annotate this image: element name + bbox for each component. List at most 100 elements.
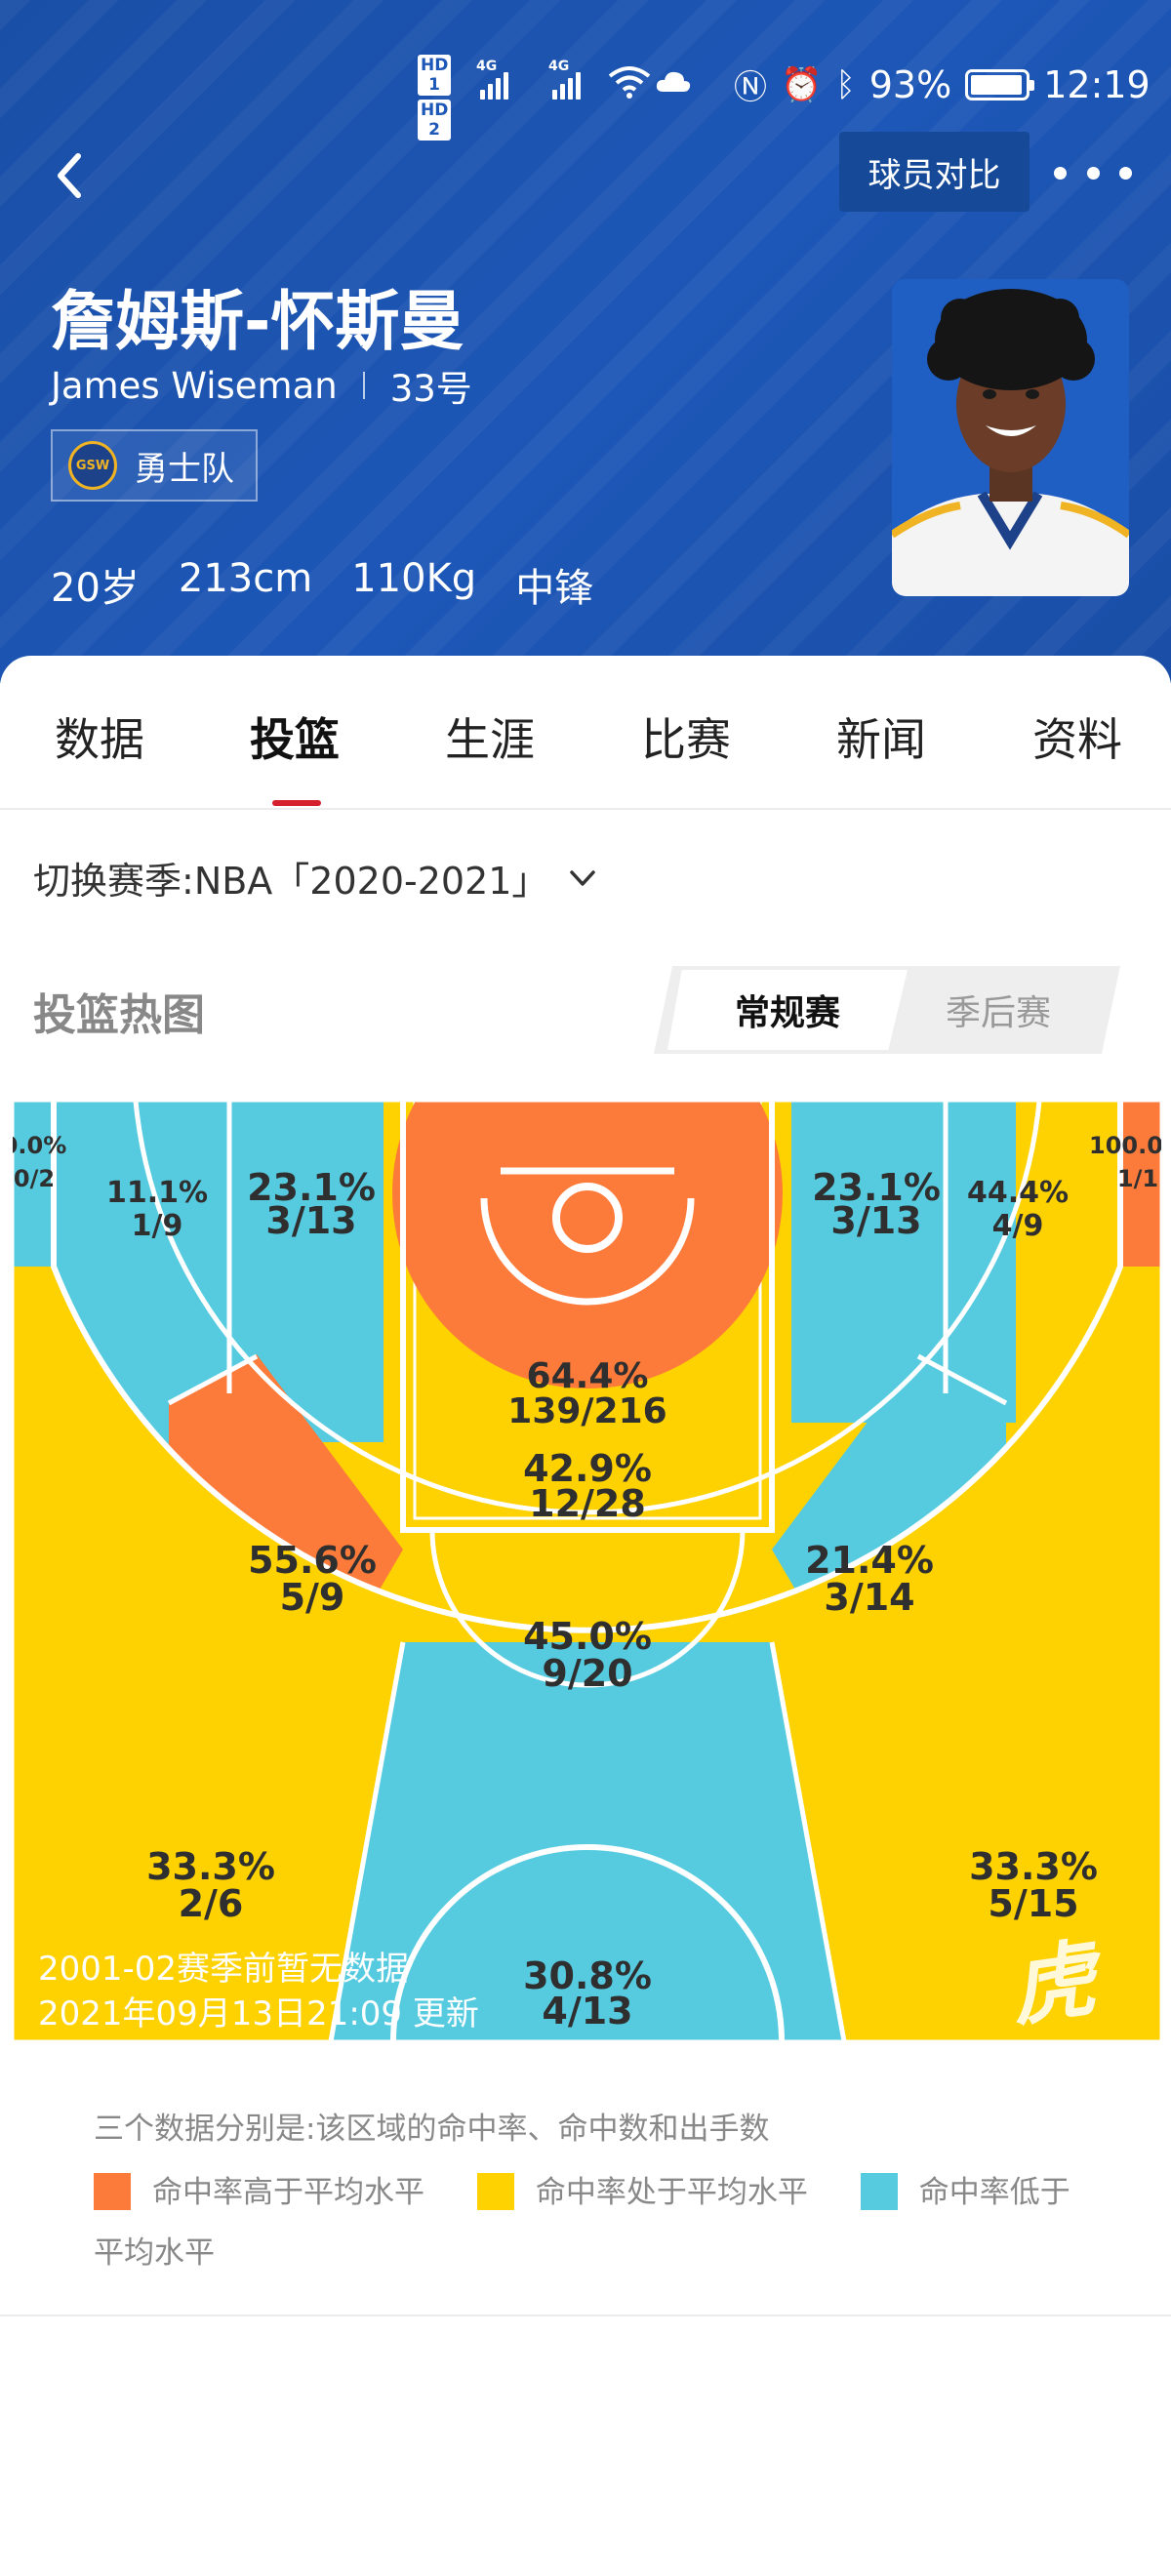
- cloud-icon: [656, 71, 691, 92]
- zone-made-label: 1/1: [1117, 1165, 1158, 1192]
- player-position: 中锋: [515, 566, 594, 611]
- season-label: 切换赛季:: [33, 860, 194, 903]
- zone-pct-label: 11.1%: [106, 1176, 208, 1210]
- legend-average: 命中率处于平均水平: [476, 2173, 818, 2210]
- alarm-icon: ⏰: [781, 64, 823, 104]
- wifi-icon: [608, 66, 651, 99]
- battery-icon: [965, 68, 1035, 101]
- player-age: 20岁: [51, 566, 140, 611]
- signal-icon: 4G: [476, 59, 508, 100]
- battery-percent: 93%: [868, 62, 952, 106]
- more-menu-button[interactable]: [1054, 151, 1132, 194]
- tab-data[interactable]: 数据: [55, 713, 144, 766]
- heatmap-note-line1: 2001-02赛季前暂无数据: [38, 1950, 410, 1989]
- player-bio: 20岁 213cm 110Kg 中锋: [51, 556, 593, 613]
- zone-pct-label: 33.3%: [146, 1845, 275, 1888]
- heatmap-note-line2: 2021年09月13日21:09 更新: [38, 1994, 479, 2033]
- zone-made-label: 3/13: [830, 1199, 921, 1242]
- chevron-left-icon: [58, 153, 81, 198]
- zone-pct-label: 42.9%: [523, 1447, 652, 1490]
- tab-shooting[interactable]: 投篮: [250, 713, 340, 766]
- zone-pct-label: 23.1%: [247, 1166, 376, 1209]
- zone-made-label: 5/9: [280, 1576, 345, 1619]
- zone-made-label: 0/2: [14, 1165, 55, 1192]
- legend-above-label: 命中率高于平均水平: [152, 2175, 424, 2210]
- zone-pct-label: 55.6%: [248, 1539, 377, 1582]
- shot-heatmap-court: 0.0%0/211.1%1/923.1%3/1364.4%139/21623.1…: [13, 1101, 1161, 2159]
- content-card: 数据 投篮 生涯 比赛 新闻 资料 切换赛季: NBA「2020-2021」 投…: [0, 656, 1171, 2576]
- player-avatar-icon: [892, 279, 1129, 596]
- season-value: NBA「2020-2021」: [193, 860, 549, 903]
- zone-right-short-mid: [791, 1101, 1016, 1423]
- hupu-watermark-logo: 虎扑: [1004, 1930, 1118, 2160]
- zone-pct-label: 64.4%: [527, 1356, 649, 1396]
- zone-pct-label: 33.3%: [969, 1845, 1098, 1888]
- zone-pct-label: 23.1%: [812, 1166, 941, 1209]
- hd-indicators: HD 1 HD 2: [418, 55, 451, 141]
- zone-pct-label: 0.0%: [13, 1132, 66, 1159]
- hd2-badge: HD 2: [418, 100, 451, 141]
- legend-swatch-below: [860, 2173, 898, 2210]
- zone-made-label: 9/20: [542, 1652, 632, 1695]
- bluetooth-icon: ᛒ: [835, 64, 856, 104]
- tab-profile[interactable]: 资料: [1032, 713, 1122, 766]
- team-logo-icon: GSW: [68, 441, 117, 490]
- team-name: 勇士队: [135, 449, 234, 489]
- tab-career[interactable]: 生涯: [445, 713, 535, 766]
- network-type-1: 4G: [476, 59, 498, 74]
- playoffs-option[interactable]: 季后赛: [945, 993, 1051, 1033]
- player-subtitle: James Wiseman 33号: [51, 359, 472, 412]
- zone-pct-label: 100.0%: [1089, 1132, 1161, 1159]
- back-button[interactable]: [49, 148, 88, 203]
- season-type-toggle: 常规赛 季后赛: [654, 966, 1120, 1054]
- divider: [362, 372, 365, 399]
- tab-bar: 数据 投篮 生涯 比赛 新闻 资料: [0, 656, 1171, 810]
- regular-season-option[interactable]: 常规赛: [667, 970, 908, 1050]
- player-height: 213cm: [178, 556, 313, 601]
- zone-restricted-area: [392, 1101, 783, 1389]
- zone-pct-label: 44.4%: [967, 1176, 1069, 1210]
- player-weight: 110Kg: [351, 556, 477, 601]
- chevron-down-icon: [570, 869, 596, 886]
- zone-made-label: 4/13: [542, 1990, 632, 2033]
- season-selector[interactable]: 切换赛季: NBA「2020-2021」: [33, 851, 599, 905]
- active-tab-indicator: [272, 800, 321, 806]
- zone-made-label: 3/13: [265, 1199, 356, 1242]
- zone-pct-label: 30.8%: [523, 1954, 652, 1997]
- team-badge[interactable]: GSW 勇士队: [51, 429, 258, 502]
- tab-games[interactable]: 比赛: [641, 713, 731, 766]
- zone-top-3: [331, 1642, 844, 2041]
- legend: 命中率高于平均水平 命中率处于平均水平 命中率低于平均水平: [94, 2162, 1099, 2283]
- zone-left-corner-3: [13, 1101, 54, 1267]
- more-dot-icon: [1119, 166, 1132, 180]
- legend-swatch-above: [94, 2173, 131, 2210]
- legend-average-label: 命中率处于平均水平: [535, 2175, 808, 2210]
- nfc-icon: Ⓝ: [734, 68, 767, 107]
- player-name-cn: 詹姆斯-怀斯曼: [51, 284, 464, 359]
- more-dot-icon: [1086, 166, 1100, 180]
- status-right: Ⓝ ⏰ ᛒ 93% 12:19: [734, 60, 1151, 108]
- player-photo: [892, 279, 1129, 596]
- hd1-badge: HD 1: [418, 55, 451, 96]
- legend-below-label: 命中率低于平均水平: [94, 2175, 1070, 2271]
- signal-icon: 4G: [548, 59, 581, 100]
- zone-made-label: 12/28: [529, 1482, 646, 1525]
- divider: [0, 2314, 1171, 2316]
- legend-swatch-average: [476, 2173, 514, 2210]
- legend-below: 命中率低于平均水平: [94, 2173, 1070, 2271]
- zone-pct-label: 45.0%: [523, 1615, 652, 1658]
- status-bar: HD 1 HD 2 4G 4G Ⓝ ⏰ ᛒ 93% 12:19: [0, 0, 1171, 146]
- tab-news[interactable]: 新闻: [836, 713, 926, 766]
- zone-made-label: 3/14: [824, 1576, 914, 1619]
- zone-pct-label: 21.4%: [805, 1539, 934, 1582]
- zone-made-label: 139/216: [507, 1391, 666, 1431]
- player-compare-button[interactable]: 球员对比: [839, 132, 1030, 212]
- more-dot-icon: [1054, 166, 1067, 180]
- zone-made-label: 5/15: [988, 1882, 1078, 1925]
- player-header: HD 1 HD 2 4G 4G Ⓝ ⏰ ᛒ 93% 12:19: [0, 0, 1171, 683]
- legend-description: 三个数据分别是:该区域的命中率、命中数和出手数: [94, 2112, 770, 2147]
- zone-made-label: 4/9: [992, 1209, 1044, 1243]
- player-name-en: James Wiseman: [51, 364, 338, 407]
- zone-right-corner-3: [1120, 1101, 1161, 1267]
- jersey-number: 33号: [389, 368, 472, 410]
